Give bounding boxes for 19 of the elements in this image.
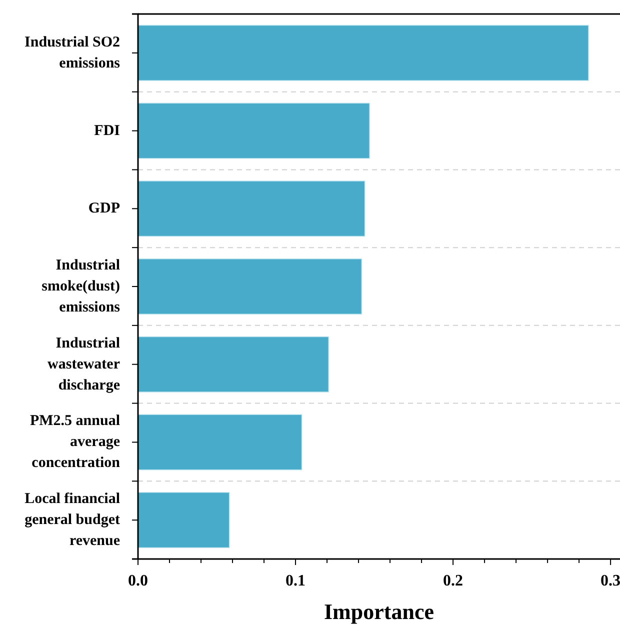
y-tick-label: Local financial general budget revenue — [24, 491, 120, 550]
y-tick-label: PM2.5 annual average concentration — [30, 413, 121, 472]
y-tick-label: Industrial wastewater discharge — [48, 335, 120, 394]
bar — [138, 336, 329, 392]
bar — [138, 180, 366, 237]
y-tick-label: FDI — [94, 122, 120, 139]
bar — [138, 24, 589, 81]
x-tick-label: 0.1 — [286, 572, 306, 590]
bar — [138, 102, 370, 159]
x-axis-title: Importance — [324, 599, 434, 624]
bar — [138, 492, 230, 548]
x-tick-label: 0.3 — [600, 572, 620, 590]
bar — [138, 258, 362, 315]
x-tick-label: 0.0 — [128, 572, 148, 590]
y-tick-label: Industrial smoke(dust) emissions — [42, 258, 120, 316]
y-tick-label: Industrial SO2 emissions — [24, 34, 120, 72]
y-tick-label: GDP — [88, 200, 120, 217]
x-tick-label: 0.2 — [443, 572, 464, 590]
bar — [138, 414, 302, 470]
